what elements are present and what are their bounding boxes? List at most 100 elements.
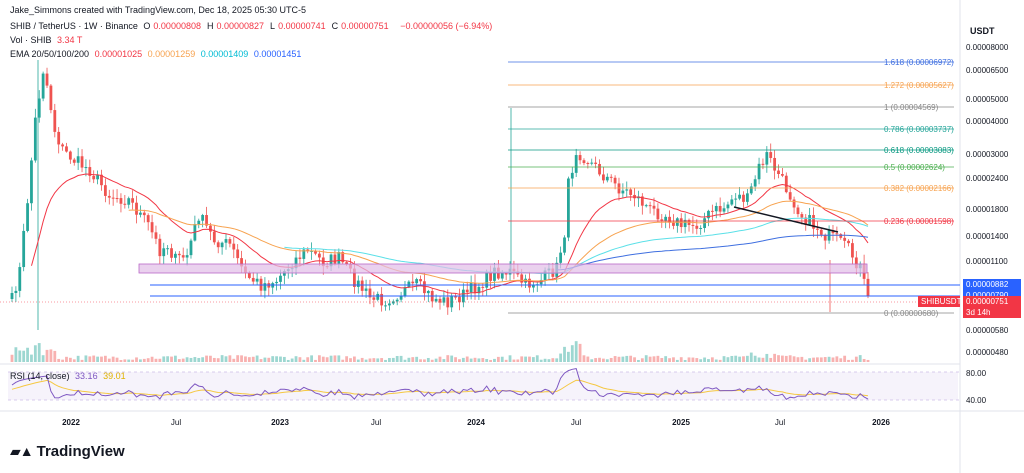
candle: [784, 172, 788, 194]
candle: [317, 250, 321, 267]
candle: [49, 83, 53, 114]
volume-bar: [835, 356, 839, 362]
candle: [174, 251, 177, 264]
volume-bar: [135, 357, 138, 362]
volume-bar: [294, 356, 298, 362]
time-tick-label: 2023: [271, 418, 289, 427]
volume-bar: [209, 355, 212, 362]
candle: [53, 103, 57, 138]
ema50-value: 0.00001259: [147, 49, 196, 59]
volume-bar: [808, 358, 812, 362]
candle-body: [10, 293, 14, 300]
volume-bar: [205, 355, 208, 362]
rsi-legend: RSI (14, close) 33.16 39.01: [10, 371, 129, 382]
volume-bar: [33, 345, 37, 362]
volume-bar: [146, 358, 150, 362]
volume-bar: [819, 357, 823, 362]
volume-bar: [244, 356, 247, 362]
volume-bar: [637, 359, 640, 362]
volume-bar: [271, 356, 275, 362]
candle-body: [279, 275, 282, 282]
candle-body: [458, 296, 461, 303]
volume-bar: [150, 356, 154, 362]
candle: [563, 235, 566, 256]
candle-body: [450, 296, 454, 308]
candle: [33, 108, 37, 163]
candle: [808, 207, 812, 226]
candle-body: [321, 257, 325, 267]
candle-body: [605, 176, 609, 181]
candle-body: [353, 268, 356, 287]
volume-bar: [493, 358, 496, 362]
volume-bar: [687, 357, 691, 362]
candle: [640, 193, 644, 215]
candle: [461, 283, 465, 308]
candle-body: [127, 198, 131, 205]
volume-bar: [625, 355, 629, 362]
ohlc-l: L 0.00000741: [270, 21, 326, 31]
resistance-trendline: [733, 206, 839, 233]
candle-body: [660, 219, 664, 221]
candle-body: [722, 208, 726, 212]
candle: [609, 174, 613, 183]
candle-body: [816, 228, 819, 230]
candle: [84, 159, 88, 177]
volume-bar: [65, 356, 68, 362]
volume-bar: [617, 356, 621, 362]
candle-body: [582, 160, 586, 164]
candle-body: [216, 242, 220, 248]
volume-bar: [442, 359, 446, 362]
candle: [742, 191, 745, 208]
candle: [847, 239, 850, 247]
volume-bar: [22, 350, 26, 362]
candle-body: [209, 225, 212, 232]
volume-bar: [574, 341, 578, 362]
candle: [216, 240, 220, 254]
candle-body: [843, 237, 847, 241]
candle-body: [851, 243, 854, 258]
candle: [812, 207, 815, 237]
volume-bar: [166, 356, 170, 362]
volume-bar: [306, 357, 310, 362]
candle: [695, 219, 699, 235]
candle-body: [625, 189, 629, 191]
candle-body: [473, 283, 477, 294]
candle-body: [228, 239, 232, 244]
credit-text: Jake_Simmons created with TradingView.co…: [10, 5, 306, 15]
volume-bar: [423, 359, 426, 362]
support-zone: [138, 263, 868, 274]
candle: [224, 233, 228, 250]
volume-bar: [679, 357, 683, 362]
candle: [388, 299, 391, 311]
candle: [255, 273, 259, 285]
candle: [843, 231, 847, 248]
candle: [10, 286, 14, 302]
candle-body: [201, 215, 205, 221]
candle: [103, 178, 107, 203]
volume-bar: [598, 357, 601, 362]
volume-bar: [119, 359, 123, 362]
volume-bar: [858, 355, 862, 362]
volume-bar: [395, 355, 399, 362]
volume-bar: [753, 355, 757, 362]
volume-bar: [629, 355, 633, 362]
volume-bar: [325, 357, 329, 362]
volume-bar: [197, 357, 201, 362]
candle: [839, 233, 843, 240]
price-tick-label: 0.00001800: [966, 205, 1009, 214]
candle: [722, 202, 726, 215]
rsi-tick-label: 80.00: [966, 369, 987, 378]
candle-body: [438, 298, 442, 303]
candle-body: [567, 178, 570, 238]
volume-bar: [742, 356, 745, 362]
candle: [212, 224, 216, 245]
volume-bar: [372, 358, 376, 362]
candle-body: [100, 174, 103, 186]
price-tick-label: 0.00000580: [966, 326, 1009, 335]
tradingview-logo: ▰▲ TradingView: [10, 443, 125, 460]
ema-legend: EMA 20/50/100/200 0.00001025 0.00001259 …: [10, 49, 304, 60]
volume-bar: [438, 356, 442, 362]
volume-bar: [37, 343, 41, 362]
fib-level-label: 0 (0.00000680): [884, 309, 939, 318]
